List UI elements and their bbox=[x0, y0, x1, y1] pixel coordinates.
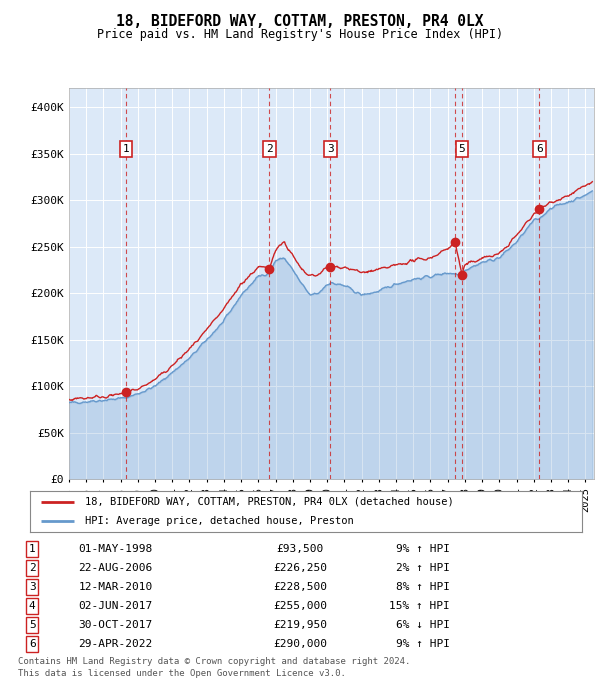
Text: 22-AUG-2006: 22-AUG-2006 bbox=[79, 563, 153, 573]
Text: This data is licensed under the Open Government Licence v3.0.: This data is licensed under the Open Gov… bbox=[18, 669, 346, 678]
Text: £290,000: £290,000 bbox=[273, 639, 327, 649]
Text: 8% ↑ HPI: 8% ↑ HPI bbox=[396, 582, 450, 592]
Text: 29-APR-2022: 29-APR-2022 bbox=[79, 639, 153, 649]
Text: 4: 4 bbox=[29, 601, 35, 611]
Text: 5: 5 bbox=[458, 144, 466, 154]
Text: 5: 5 bbox=[29, 620, 35, 630]
Text: 15% ↑ HPI: 15% ↑ HPI bbox=[389, 601, 450, 611]
Text: 9% ↑ HPI: 9% ↑ HPI bbox=[396, 544, 450, 554]
Text: HPI: Average price, detached house, Preston: HPI: Average price, detached house, Pres… bbox=[85, 515, 354, 526]
Text: £93,500: £93,500 bbox=[277, 544, 323, 554]
Text: 2: 2 bbox=[29, 563, 35, 573]
Text: 6: 6 bbox=[536, 144, 543, 154]
Text: 9% ↑ HPI: 9% ↑ HPI bbox=[396, 639, 450, 649]
Text: £226,250: £226,250 bbox=[273, 563, 327, 573]
Text: £228,500: £228,500 bbox=[273, 582, 327, 592]
Text: 1: 1 bbox=[29, 544, 35, 554]
Text: Price paid vs. HM Land Registry's House Price Index (HPI): Price paid vs. HM Land Registry's House … bbox=[97, 28, 503, 41]
Text: 1: 1 bbox=[123, 144, 130, 154]
Text: 2% ↑ HPI: 2% ↑ HPI bbox=[396, 563, 450, 573]
Text: 18, BIDEFORD WAY, COTTAM, PRESTON, PR4 0LX (detached house): 18, BIDEFORD WAY, COTTAM, PRESTON, PR4 0… bbox=[85, 497, 454, 507]
Text: 30-OCT-2017: 30-OCT-2017 bbox=[79, 620, 153, 630]
Text: 3: 3 bbox=[29, 582, 35, 592]
Text: £219,950: £219,950 bbox=[273, 620, 327, 630]
Text: 6: 6 bbox=[29, 639, 35, 649]
Text: 02-JUN-2017: 02-JUN-2017 bbox=[79, 601, 153, 611]
Text: 6% ↓ HPI: 6% ↓ HPI bbox=[396, 620, 450, 630]
Text: 18, BIDEFORD WAY, COTTAM, PRESTON, PR4 0LX: 18, BIDEFORD WAY, COTTAM, PRESTON, PR4 0… bbox=[116, 14, 484, 29]
Text: 01-MAY-1998: 01-MAY-1998 bbox=[79, 544, 153, 554]
Text: Contains HM Land Registry data © Crown copyright and database right 2024.: Contains HM Land Registry data © Crown c… bbox=[18, 657, 410, 666]
Text: 12-MAR-2010: 12-MAR-2010 bbox=[79, 582, 153, 592]
Text: 3: 3 bbox=[327, 144, 334, 154]
Text: £255,000: £255,000 bbox=[273, 601, 327, 611]
Text: 2: 2 bbox=[266, 144, 273, 154]
